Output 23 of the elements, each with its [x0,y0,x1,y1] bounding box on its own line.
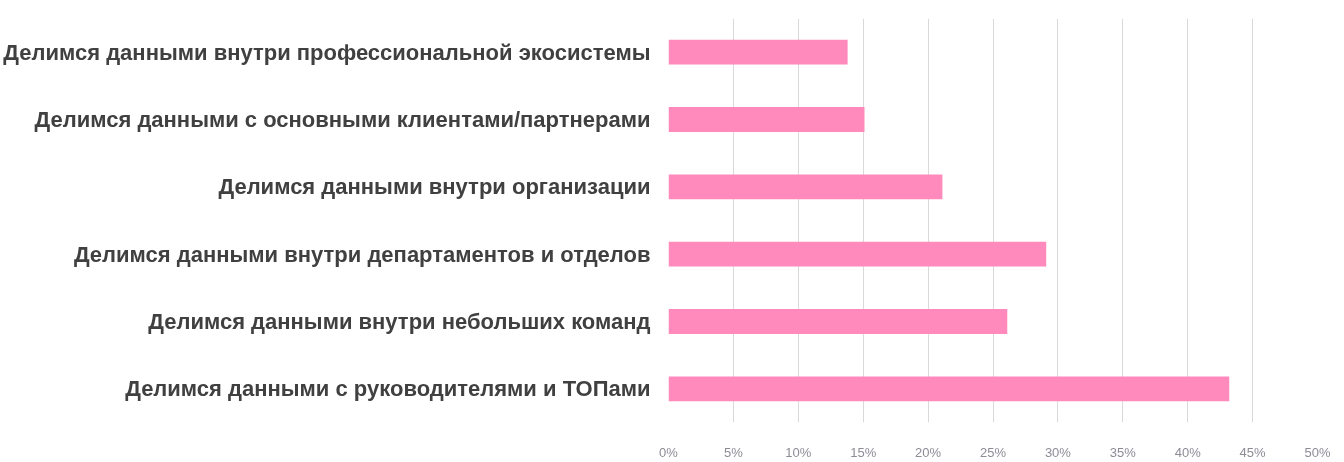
bar [668,309,1008,334]
y-tick-label: Делимся данными внутри профессиональной экосистемы [3,39,651,65]
bar [668,174,943,200]
bar [668,376,1230,402]
bar [668,241,1047,267]
x-tick-label: 0% [659,444,679,460]
x-tick-label: 5% [724,444,744,460]
bar [668,39,848,65]
x-tick-label: 45% [1239,444,1267,460]
y-tick-label: Делимся данными внутри департаментов и отделов [73,241,651,267]
y-tick-label: Делимся данными с основными клиентами/партнерами [34,107,651,132]
x-tick-label: 20% [915,444,942,460]
x-tick-label: 10% [785,444,812,460]
y-tick-label: Делимся данными внутри организации [218,174,651,200]
bar [668,107,865,132]
x-tick-label: 40% [1174,444,1202,460]
x-tick-label: 30% [1044,444,1072,460]
y-tick-label: Делимся данными внутри небольших команд [148,309,651,334]
x-tick-label: 50% [1304,444,1331,460]
x-tick-label: 35% [1109,444,1137,460]
x-tick-label: 25% [979,444,1007,460]
x-tick-label: 15% [850,444,877,460]
y-tick-label: Делимся данными с руководителями и ТОПами [125,376,651,402]
